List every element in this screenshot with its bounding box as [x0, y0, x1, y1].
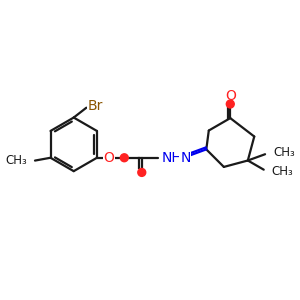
Text: N: N	[180, 151, 190, 165]
Text: CH₃: CH₃	[273, 146, 295, 159]
Text: CH₃: CH₃	[272, 165, 293, 178]
Text: NH: NH	[161, 151, 182, 165]
Circle shape	[138, 169, 146, 176]
Text: Br: Br	[88, 99, 103, 113]
Text: CH₃: CH₃	[5, 154, 27, 167]
Circle shape	[120, 154, 128, 162]
Circle shape	[226, 100, 234, 108]
Text: O: O	[225, 89, 236, 103]
Text: O: O	[103, 151, 114, 165]
